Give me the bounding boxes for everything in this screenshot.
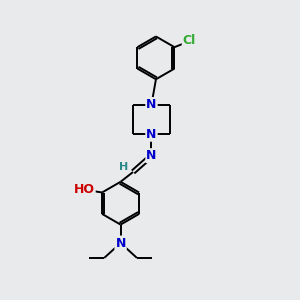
Text: Cl: Cl — [183, 34, 196, 47]
Text: N: N — [146, 128, 157, 141]
Text: H: H — [119, 162, 128, 172]
Text: HO: HO — [74, 183, 95, 196]
Text: N: N — [146, 98, 157, 111]
Text: N: N — [116, 236, 126, 250]
Text: N: N — [146, 149, 157, 162]
